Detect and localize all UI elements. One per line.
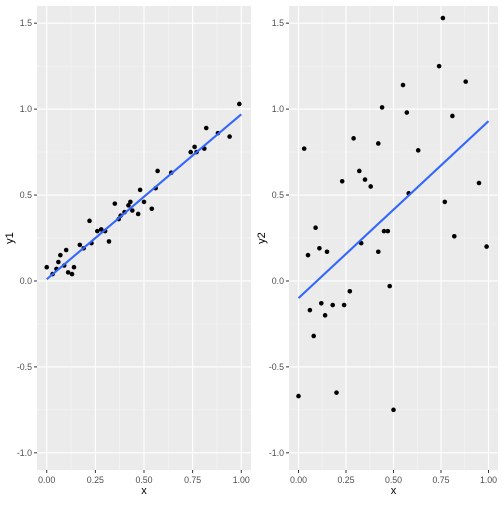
y-tick-label: -0.5 <box>17 362 32 372</box>
data-point <box>112 201 118 206</box>
data-point <box>58 252 63 258</box>
fit-line <box>46 113 242 281</box>
x-axis-title: x <box>391 485 397 497</box>
x-tick-label: 1.00 <box>480 475 497 485</box>
panel-1: 0.00 0.25 0.50 0.75 1.00 -1.0 -0.5 0.0 0.5 1.0 1.5… <box>4 6 251 497</box>
x-tick-label: 0.25 <box>87 475 104 485</box>
x-axis-title: x <box>141 485 147 497</box>
data-point <box>334 390 339 395</box>
data-point <box>415 148 421 153</box>
data-point <box>351 136 356 141</box>
data-point <box>44 264 50 270</box>
data-point <box>357 168 362 174</box>
data-point <box>95 228 100 234</box>
y-tick-label: 1.0 <box>20 104 32 114</box>
data-point <box>141 199 147 205</box>
data-point <box>63 247 69 253</box>
data-point <box>341 302 347 308</box>
y-tick-label: 0.0 <box>272 276 284 286</box>
data-point <box>452 233 457 239</box>
data-point <box>56 259 61 265</box>
data-point <box>324 249 330 255</box>
data-point <box>137 187 143 193</box>
data-point <box>188 149 193 155</box>
data-point <box>440 15 446 21</box>
data-point <box>203 125 209 131</box>
data-point <box>376 249 381 255</box>
x-tick-label: 0.50 <box>385 475 402 485</box>
data-point <box>391 407 396 413</box>
x-tick-label: 0.50 <box>135 475 152 485</box>
data-point <box>362 177 368 182</box>
data-point <box>305 252 311 258</box>
x-tick-label: 0.00 <box>38 475 55 485</box>
data-point <box>227 134 232 139</box>
x-tick-label: 1.00 <box>233 475 250 485</box>
data-point <box>463 79 469 84</box>
data-point <box>149 206 155 212</box>
data-point <box>126 203 131 208</box>
data-point <box>317 246 322 251</box>
data-point <box>237 101 242 107</box>
data-point <box>387 283 393 289</box>
data-point <box>368 184 374 189</box>
y-tick-label: 0.5 <box>272 190 284 200</box>
data-point <box>330 302 336 308</box>
data-point <box>307 307 313 313</box>
data-point <box>484 244 489 249</box>
data-point <box>319 301 324 306</box>
data-point <box>135 211 141 217</box>
fit-line <box>297 120 490 299</box>
data-point <box>311 333 317 339</box>
y-tick-label: 0.5 <box>20 190 32 200</box>
data-point <box>400 82 406 88</box>
x-tick-label: 0.00 <box>290 475 307 485</box>
data-point <box>385 228 391 234</box>
data-point <box>296 393 301 399</box>
data-point <box>192 144 197 150</box>
y-tick-label: -1.0 <box>269 448 284 458</box>
y-axis-title: y2 <box>256 232 268 244</box>
data-point <box>379 105 385 110</box>
data-point <box>381 228 387 234</box>
data-point <box>128 199 133 205</box>
x-tick-label: 0.75 <box>432 475 449 485</box>
x-tick-label: 0.25 <box>337 475 354 485</box>
data-point <box>347 288 353 294</box>
y-axis-title: y1 <box>4 232 16 244</box>
y-tick-label: 1.5 <box>20 18 32 28</box>
data-point <box>450 113 455 119</box>
panel-2: 0.00 0.25 0.50 0.75 1.00 -1.0 -0.5 0.0 0.5 1.0 1.5… <box>256 6 498 497</box>
data-point <box>130 208 135 213</box>
y-tick-label: -1.0 <box>17 448 32 458</box>
data-point <box>404 110 410 115</box>
data-point <box>77 242 83 248</box>
data-point <box>376 141 381 146</box>
data-point <box>71 264 77 270</box>
data-point <box>98 227 104 232</box>
data-point <box>436 63 442 69</box>
y-tick-label: 1.0 <box>272 104 284 114</box>
y-tick-label: 1.5 <box>272 18 284 28</box>
data-point <box>476 180 482 186</box>
y-tick-label: 0.0 <box>20 276 32 286</box>
y-tick-label: -0.5 <box>269 362 284 372</box>
data-point <box>106 239 112 244</box>
data-point <box>87 218 92 224</box>
data-point <box>339 178 345 184</box>
data-point <box>442 199 448 205</box>
data-point <box>65 270 71 275</box>
data-point <box>155 168 160 174</box>
data-point <box>301 146 307 151</box>
x-tick-label: 0.75 <box>184 475 201 485</box>
data-point <box>69 271 75 277</box>
data-point <box>313 225 318 230</box>
data-point <box>322 313 328 318</box>
